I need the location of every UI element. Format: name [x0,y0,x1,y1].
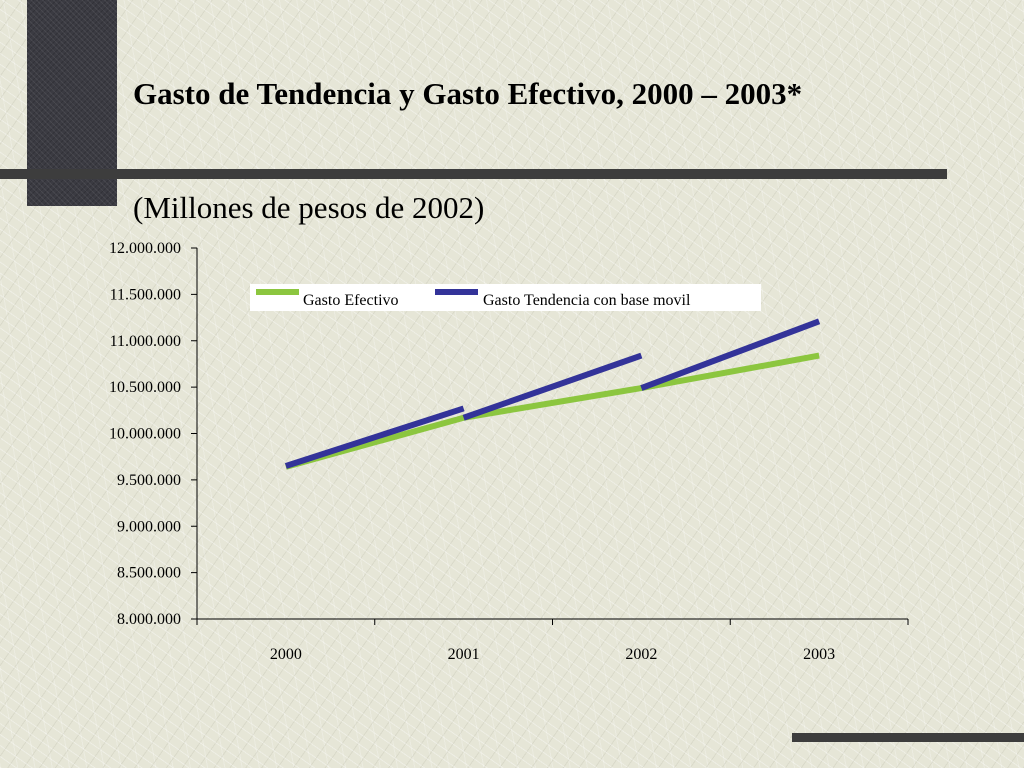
series-line-gasto-efectivo [285,352,820,470]
y-tick-label: 10.000.000 [109,426,181,443]
x-tick-label: 2001 [448,646,480,663]
footer-divider [792,733,1024,742]
y-tick-label: 9.000.000 [117,518,181,535]
legend-label: Gasto Efectivo [303,292,399,309]
y-tick-label: 10.500.000 [109,379,181,396]
series-line-gasto-tendencia [640,318,821,391]
legend-label: Gasto Tendencia con base movil [483,292,691,309]
title-divider [0,169,947,179]
series-line-gasto-tendencia [462,352,643,421]
slide-subtitle: (Millones de pesos de 2002) [133,190,485,225]
y-tick-label: 11.000.000 [110,333,181,350]
y-tick-label: 9.500.000 [117,472,181,489]
x-tick-label: 2000 [270,646,302,663]
slide-title: Gasto de Tendencia y Gasto Efectivo, 200… [133,76,803,111]
series-line-gasto-tendencia [284,405,465,469]
x-tick-label: 2003 [803,646,835,663]
y-tick-label: 8.500.000 [117,565,181,582]
x-tick-label: 2002 [625,646,657,663]
y-tick-label: 11.500.000 [110,286,181,303]
legend-box [250,284,761,311]
y-tick-label: 12.000.000 [109,240,181,257]
y-tick-label: 8.000.000 [117,611,181,628]
